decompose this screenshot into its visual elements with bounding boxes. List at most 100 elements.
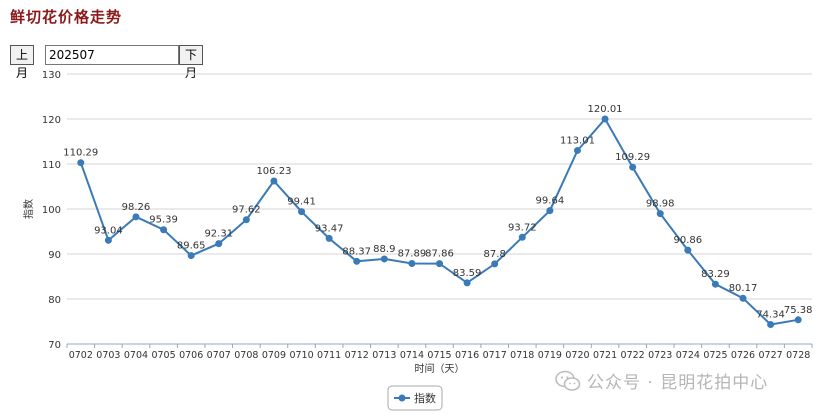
- x-tick-label: 0714: [400, 350, 424, 361]
- watermark: 公众号 · 昆明花拍中心: [555, 368, 768, 393]
- data-point[interactable]: [325, 234, 333, 242]
- series-line: [79, 117, 799, 326]
- data-point[interactable]: [767, 320, 775, 328]
- x-tick-label: 0719: [538, 350, 562, 361]
- x-axis-ticks: 0702 0703 0704 0705 0706 0707 0708 0709 0710 0711…: [66, 344, 813, 361]
- data-point[interactable]: [298, 208, 306, 216]
- data-label: 87.89: [398, 248, 427, 259]
- data-point[interactable]: [436, 260, 443, 268]
- page-title: 鲜切花价格走势: [10, 8, 123, 26]
- x-tick-label: 0723: [648, 350, 672, 361]
- x-tick-label: 0717: [483, 350, 507, 361]
- data-point[interactable]: [739, 294, 747, 302]
- data-label: 113.01: [560, 135, 595, 146]
- data-label: 87.8: [484, 249, 506, 260]
- data-point[interactable]: [380, 255, 388, 263]
- data-label: 90.86: [674, 235, 703, 246]
- y-tick-label: 130: [42, 70, 61, 81]
- data-label: 97.62: [232, 205, 261, 216]
- prev-month-button[interactable]: 上月: [10, 45, 35, 80]
- x-tick-label: 0718: [510, 350, 534, 361]
- data-label: 88.37: [342, 246, 371, 257]
- data-label: 93.04: [94, 225, 123, 236]
- data-label: 120.01: [588, 104, 623, 115]
- data-point[interactable]: [187, 252, 195, 260]
- data-label: 83.29: [701, 269, 730, 280]
- x-tick-label: 0709: [262, 350, 286, 361]
- watermark-text: 公众号 · 昆明花拍中心: [587, 373, 769, 393]
- data-point[interactable]: [601, 115, 609, 123]
- data-point[interactable]: [270, 177, 278, 185]
- x-tick-label: 0720: [565, 350, 589, 361]
- month-input[interactable]: [45, 45, 179, 65]
- data-point[interactable]: [77, 159, 85, 167]
- legend-marker-icon: [398, 394, 406, 402]
- y-tick-label: 100: [42, 205, 61, 216]
- data-label: 98.98: [646, 199, 675, 210]
- x-tick-label: 0728: [786, 350, 810, 361]
- data-point[interactable]: [242, 216, 250, 224]
- data-point[interactable]: [518, 233, 526, 241]
- data-point[interactable]: [132, 213, 140, 221]
- x-tick-label: 0711: [317, 350, 341, 361]
- x-tick-label: 0702: [69, 350, 93, 361]
- x-tick-label: 0716: [455, 350, 479, 361]
- data-label: 93.47: [315, 223, 344, 234]
- data-label: 83.59: [453, 268, 482, 279]
- data-label: 99.64: [536, 196, 565, 207]
- x-tick-label: 0710: [289, 350, 313, 361]
- legend[interactable]: 指数: [387, 385, 443, 411]
- x-tick-label: 0706: [179, 350, 203, 361]
- data-point[interactable]: [408, 259, 416, 267]
- x-tick-label: 0704: [124, 350, 148, 361]
- data-point[interactable]: [711, 280, 719, 288]
- y-tick-label: 120: [42, 115, 61, 126]
- data-point[interactable]: [656, 210, 664, 218]
- data-point[interactable]: [353, 257, 361, 265]
- data-point[interactable]: [104, 236, 112, 244]
- legend-box[interactable]: [387, 385, 443, 411]
- data-label: 106.23: [256, 166, 291, 177]
- data-label: 75.38: [784, 305, 813, 316]
- data-label: 74.34: [756, 309, 785, 320]
- x-axis-title: 时间（天）: [415, 362, 465, 375]
- x-tick-label: 0707: [207, 350, 231, 361]
- data-point[interactable]: [546, 207, 554, 215]
- y-tick-label: 90: [48, 250, 61, 261]
- data-label: 89.65: [177, 241, 206, 252]
- data-point[interactable]: [160, 226, 168, 234]
- x-tick-label: 0726: [731, 350, 755, 361]
- x-tick-label: 0705: [151, 350, 175, 361]
- data-label: 88.9: [373, 244, 395, 255]
- data-point[interactable]: [463, 279, 471, 287]
- data-point[interactable]: [491, 260, 499, 268]
- wechat-icon: [555, 370, 581, 391]
- x-tick-label: 0722: [621, 350, 645, 361]
- x-tick-label: 0721: [593, 350, 617, 361]
- data-point[interactable]: [684, 246, 692, 254]
- data-point[interactable]: [794, 316, 802, 324]
- data-label: 92.31: [204, 229, 233, 240]
- y-axis-ticks: 70 80 90 100 110 120 130: [42, 70, 61, 351]
- data-point[interactable]: [629, 163, 637, 171]
- legend-label: 指数: [414, 391, 436, 405]
- x-tick-label: 0708: [234, 350, 258, 361]
- y-tick-label: 110: [42, 160, 61, 171]
- data-label: 93.72: [508, 222, 537, 233]
- data-label: 99.41: [287, 197, 316, 208]
- x-tick-label: 0712: [345, 350, 369, 361]
- data-point[interactable]: [215, 240, 223, 248]
- data-label: 109.29: [615, 152, 650, 163]
- data-label: 110.29: [63, 148, 98, 159]
- data-point[interactable]: [573, 146, 581, 154]
- next-month-button[interactable]: 下月: [179, 45, 204, 80]
- data-label: 95.39: [149, 215, 178, 226]
- x-tick-label: 0724: [676, 350, 700, 361]
- x-tick-label: 0703: [96, 350, 120, 361]
- y-axis-title: 指数: [22, 199, 35, 219]
- x-tick-label: 0715: [427, 350, 451, 361]
- data-points: [77, 115, 802, 328]
- x-tick-label: 0725: [703, 350, 727, 361]
